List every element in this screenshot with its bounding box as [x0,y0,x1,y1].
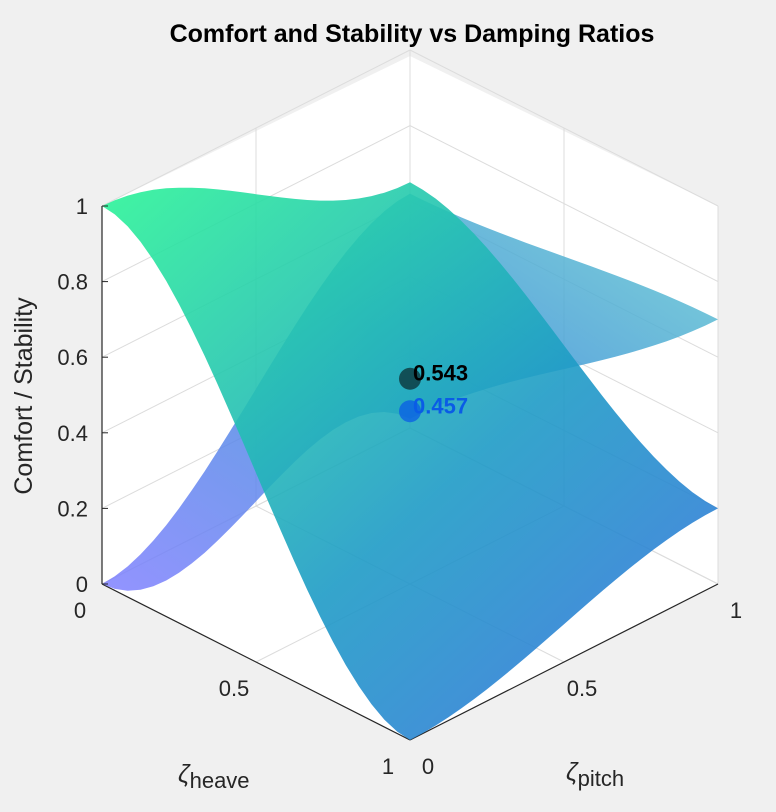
y-axis-subscript: pitch [578,766,624,791]
z-tick-label-0: 0 [76,572,88,597]
surface-comfort [102,182,718,741]
x-axis-label: ζheave [178,760,250,793]
surfaces [102,182,718,741]
marker-label-0: 0.543 [413,361,468,386]
z-tick-label-5: 1 [76,194,88,219]
z-tick-label-1: 0.2 [57,496,88,521]
axis-x-line [101,583,411,741]
tick-labels: 0 0.2 0.4 0.6 0.8 1 0 0.5 1 0 0.5 1 [57,194,742,779]
marker-label-1: 0.457 [413,393,468,418]
z-tick-label-4: 0.8 [57,270,88,295]
z-axis-label: Comfort / Stability [10,297,38,495]
axis-y-line [409,583,719,741]
x-tick-label-0: 0 [74,598,86,623]
x-axis-symbol: ζ [178,760,191,788]
y-axis-label: ζpitch [566,758,624,791]
z-tick-label-3: 0.6 [57,345,88,370]
x-axis-subscript: heave [190,768,250,793]
y-tick-label-1: 0.5 [567,676,598,701]
marker-point-0 [399,367,421,390]
x-tick-label-2: 1 [382,754,394,779]
marker-point-1 [399,400,421,423]
y-tick-label-2: 1 [730,598,742,623]
y-axis-symbol: ζ [566,758,579,786]
markers: 0.543 0.457 [399,361,468,423]
x-tick-label-1: 0.5 [219,676,250,701]
y-tick-label-0: 0 [422,754,434,779]
z-tick-label-2: 0.4 [57,421,88,446]
chart-title: Comfort and Stability vs Damping Ratios [170,20,655,48]
